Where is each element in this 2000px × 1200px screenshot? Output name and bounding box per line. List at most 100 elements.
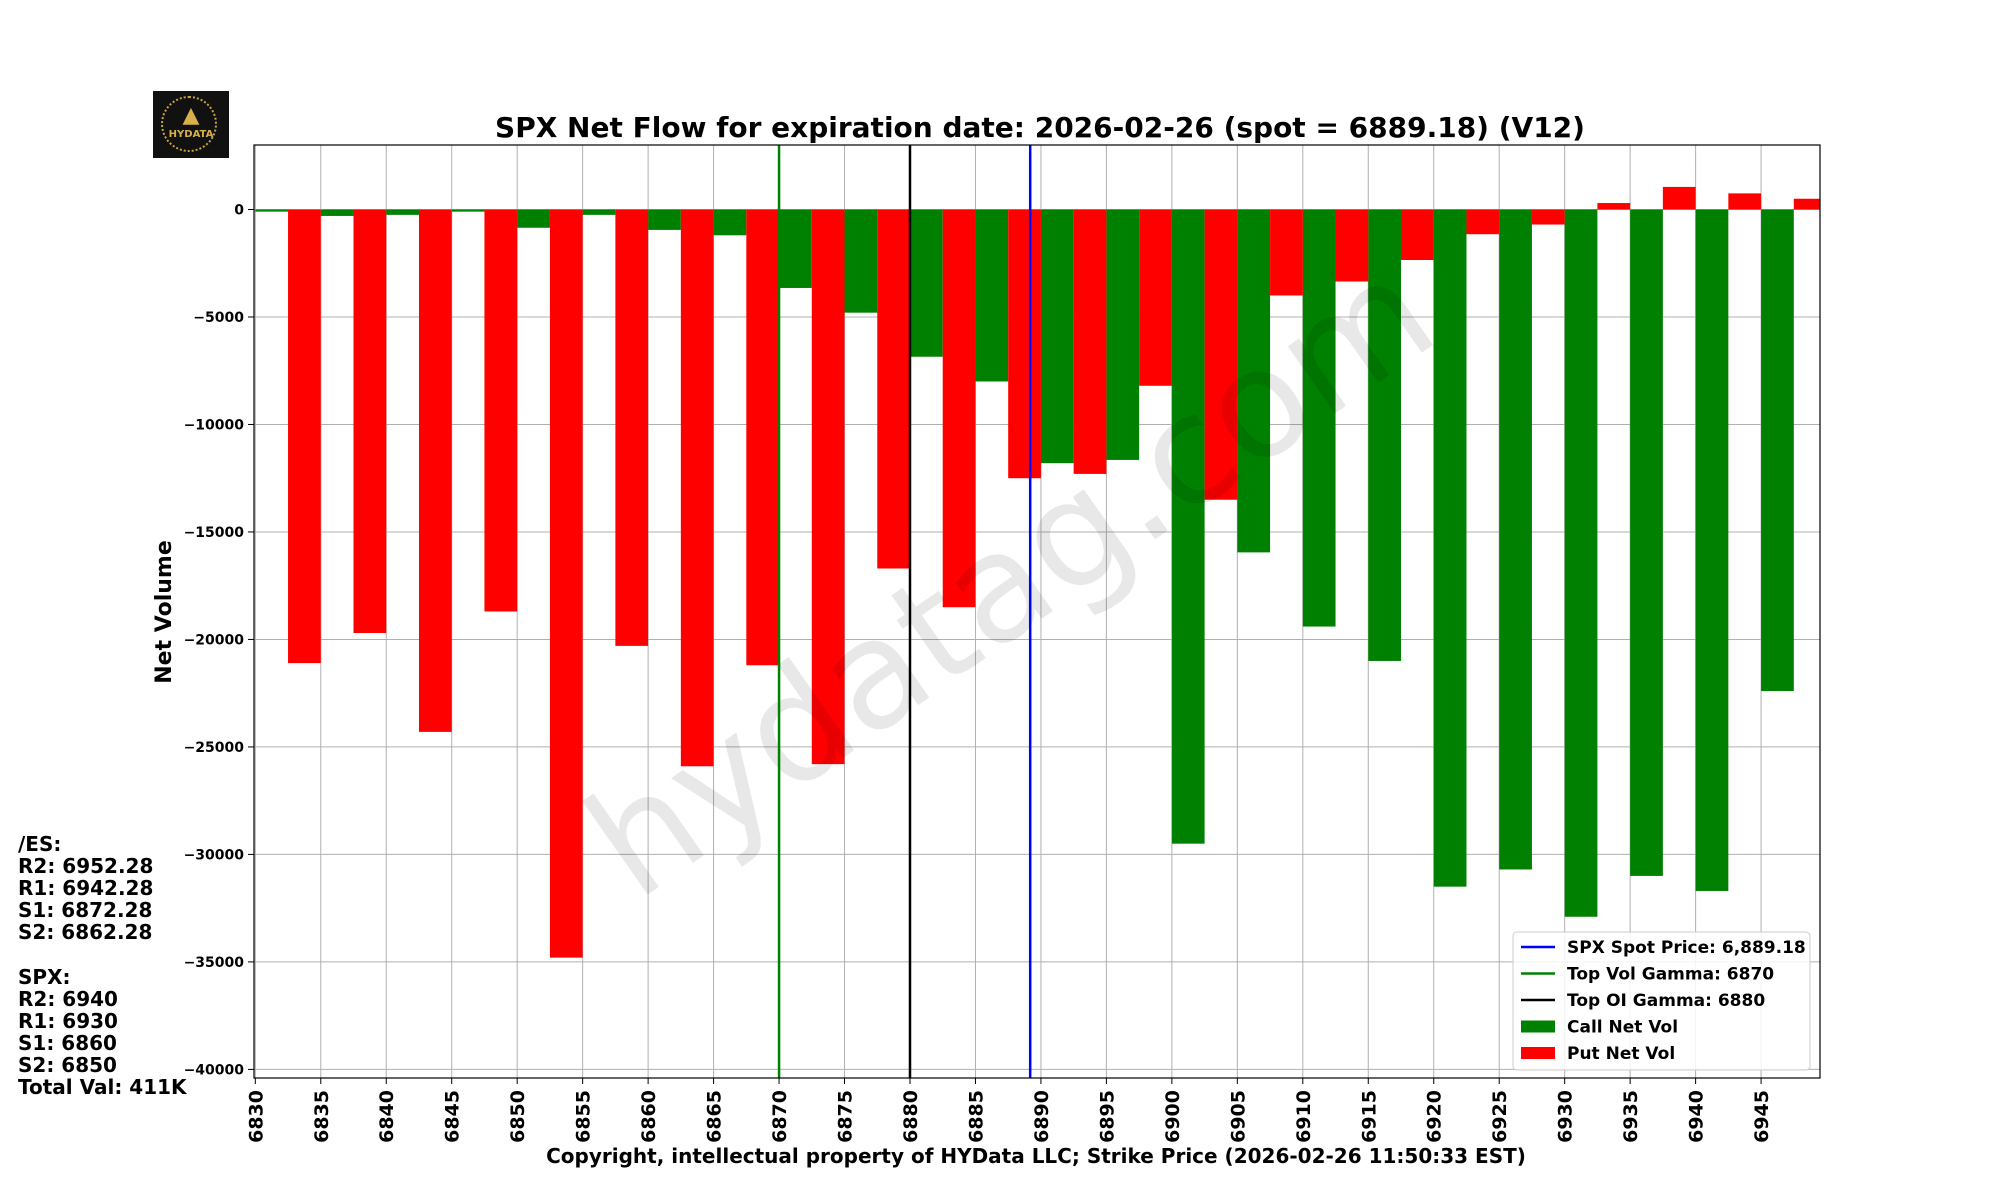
put-bar <box>746 209 780 666</box>
put-bar <box>680 209 714 767</box>
x-tick-label: 6930 <box>1555 1090 1577 1143</box>
call-bar <box>779 209 812 288</box>
spx-s2: S2: 6850 <box>18 1053 117 1077</box>
x-tick-label: 6875 <box>835 1090 857 1143</box>
put-bar <box>484 209 518 612</box>
y-tick-label: −15000 <box>184 525 245 541</box>
call-bar <box>1106 209 1140 460</box>
legend-box <box>1512 931 1811 1071</box>
put-bar <box>1531 209 1565 225</box>
put-bar <box>1008 209 1041 479</box>
put-bar <box>877 209 910 569</box>
call-bar <box>975 209 1009 382</box>
call-bar <box>582 209 616 215</box>
y-tick-label: −30000 <box>184 847 245 863</box>
x-tick-label: 6845 <box>442 1090 464 1143</box>
y-tick-label: −10000 <box>184 417 245 433</box>
spx-header: SPX: <box>18 965 71 989</box>
x-tick-label: 6940 <box>1686 1090 1708 1143</box>
x-axis-label: Copyright, intellectual property of HYDa… <box>546 1144 1526 1168</box>
spx-levels: SPX: R2: 6940 R1: 6930 S1: 6860 S2: 6850… <box>18 966 187 1098</box>
call-bar <box>844 209 878 313</box>
put-bar <box>418 209 452 732</box>
x-tick-label: 6855 <box>573 1090 595 1143</box>
put-bar <box>1793 198 1820 210</box>
x-tick-label: 6865 <box>704 1090 726 1143</box>
call-bar <box>386 209 419 215</box>
total-value: Total Val: 411K <box>18 1075 187 1099</box>
hydata-logo: ▲ HYDATA <box>153 91 229 158</box>
call-bar <box>648 209 681 230</box>
call-bar <box>909 209 943 357</box>
x-tick-label: 6910 <box>1293 1090 1315 1143</box>
plot-frame <box>253 144 1821 1079</box>
call-bar <box>255 209 289 212</box>
spx-s1: S1: 6860 <box>18 1031 117 1055</box>
legend-label: Top OI Gamma: 6880 <box>1567 991 1765 1011</box>
call-bar <box>1761 209 1794 692</box>
call-bar <box>713 209 747 236</box>
x-tick-label: 6885 <box>965 1090 987 1143</box>
y-tick-label: −20000 <box>184 632 245 648</box>
x-tick-label: 6895 <box>1096 1090 1118 1143</box>
call-bar <box>1630 209 1663 876</box>
call-bar <box>1564 209 1598 917</box>
legend-label: Call Net Vol <box>1567 1018 1678 1038</box>
call-bar <box>320 209 354 216</box>
logo-text: HYDATA <box>168 129 214 140</box>
legend-label: SPX Spot Price: 6,889.18 <box>1567 938 1806 958</box>
call-bar <box>1040 209 1074 464</box>
put-bar <box>1139 209 1172 386</box>
call-bar <box>451 209 485 212</box>
put-bar <box>811 209 845 765</box>
y-axis-label: Net Volume <box>152 540 177 684</box>
es-r2: R2: 6952.28 <box>18 854 154 878</box>
put-bar <box>288 209 321 664</box>
put-bar <box>1859 194 1892 209</box>
put-bar <box>1335 209 1369 282</box>
call-bar <box>1237 209 1271 553</box>
call-bar <box>1368 209 1402 661</box>
legend-label: Top Vol Gamma: 6870 <box>1567 965 1774 985</box>
call-bar <box>1695 209 1729 891</box>
x-tick-label: 6850 <box>507 1090 529 1143</box>
spx-r2: R2: 6940 <box>18 987 118 1011</box>
x-tick-label: 6860 <box>638 1090 660 1143</box>
x-tick-label: 6915 <box>1358 1090 1380 1143</box>
put-bar <box>1662 186 1696 210</box>
call-bar <box>517 209 550 228</box>
legend-swatch <box>1521 1047 1555 1059</box>
put-bar <box>615 209 649 646</box>
x-tick-label: 6830 <box>245 1090 267 1143</box>
x-tick-label: 6880 <box>900 1090 922 1143</box>
put-bar <box>942 209 976 608</box>
put-bar <box>1597 203 1631 210</box>
put-bar <box>549 209 583 958</box>
spx-r1: R1: 6930 <box>18 1009 118 1033</box>
chart-title: SPX Net Flow for expiration date: 2026-0… <box>495 111 1585 144</box>
call-bar <box>1302 209 1336 627</box>
x-tick-label: 6900 <box>1162 1090 1184 1143</box>
legend-swatch <box>1521 1020 1555 1033</box>
x-tick-label: 6870 <box>769 1090 791 1143</box>
put-bar <box>353 209 387 633</box>
x-tick-label: 6925 <box>1489 1090 1511 1143</box>
x-tick-label: 6890 <box>1031 1090 1053 1143</box>
y-tick-label: −25000 <box>184 740 245 756</box>
es-levels: /ES: R2: 6952.28 R1: 6942.28 S1: 6872.28… <box>18 833 153 943</box>
x-tick-label: 6840 <box>376 1090 398 1143</box>
x-tick-label: 6935 <box>1620 1090 1642 1143</box>
logo-ring <box>161 96 217 152</box>
legend-label: Put Net Vol <box>1567 1044 1675 1064</box>
es-s1: S1: 6872.28 <box>18 898 153 922</box>
es-r1: R1: 6942.28 <box>18 876 154 900</box>
call-bar <box>1499 209 1532 870</box>
y-tick-label: −40000 <box>184 1062 245 1078</box>
x-tick-label: 6920 <box>1424 1090 1446 1143</box>
put-bar <box>1073 209 1107 474</box>
y-tick-label: −5000 <box>193 310 244 326</box>
x-tick-label: 6905 <box>1227 1090 1249 1143</box>
put-bar <box>1270 209 1303 296</box>
call-bar <box>1171 209 1205 844</box>
